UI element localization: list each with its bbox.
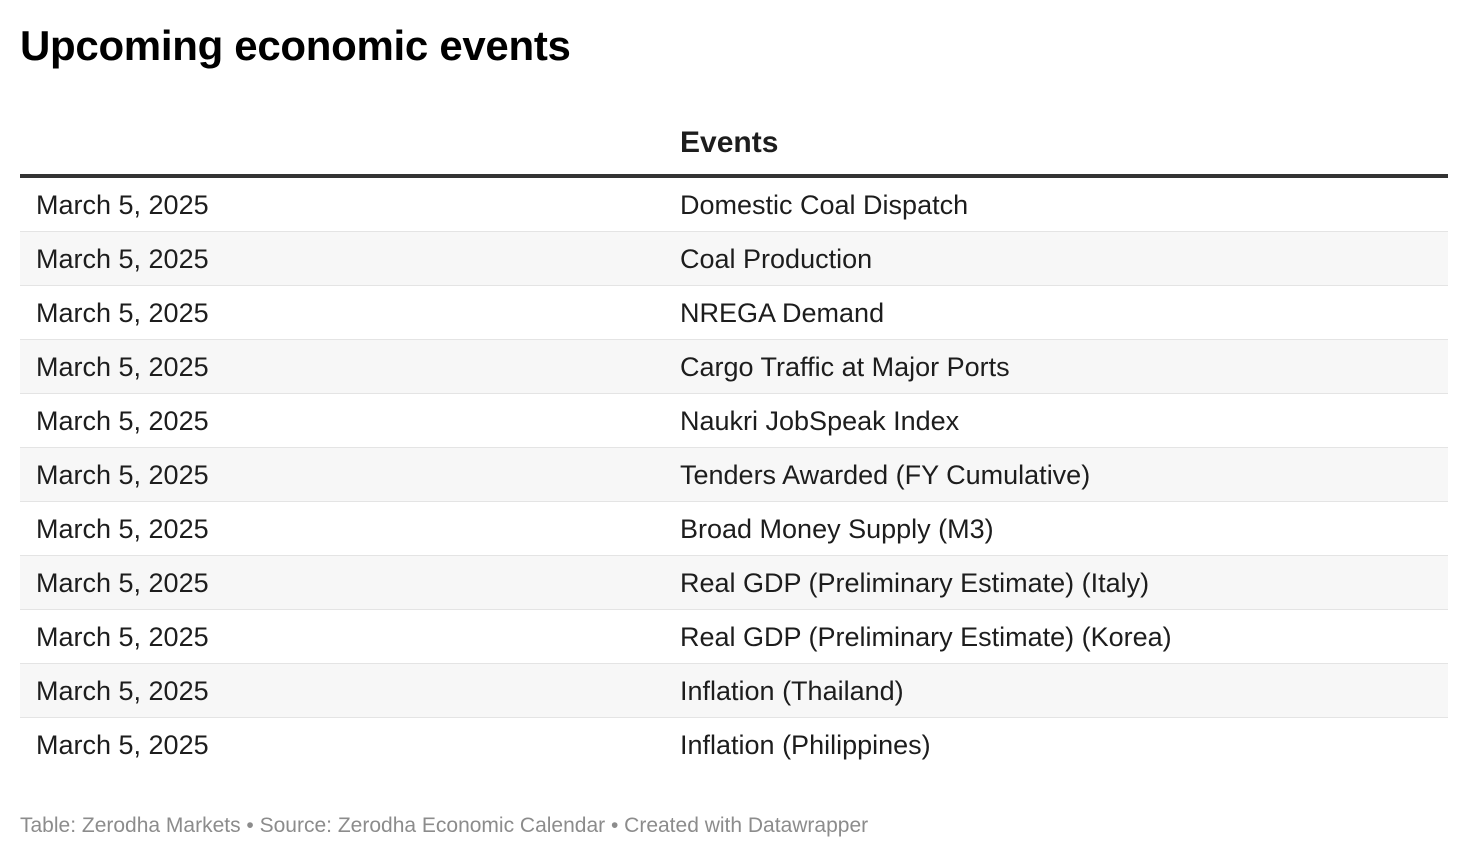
cell-event: NREGA Demand [680, 298, 885, 328]
cell-date: March 5, 2025 [36, 190, 209, 220]
column-header-events: Events [680, 126, 779, 159]
events-table: Events March 5, 2025 Domestic Coal Dispat… [20, 108, 1448, 772]
cell-event: Naukri JobSpeak Index [680, 406, 960, 436]
table-row: March 5, 2025 Coal Production [20, 232, 1448, 286]
cell-event: Broad Money Supply (M3) [680, 514, 994, 544]
chart-title: Upcoming economic events [20, 22, 571, 69]
table-row: March 5, 2025 Cargo Traffic at Major Port… [20, 340, 1448, 394]
cell-date: March 5, 2025 [36, 298, 209, 328]
table-row: March 5, 2025 Tenders Awarded (FY Cumulat… [20, 448, 1448, 502]
table-row: March 5, 2025 Real GDP (Preliminary Estim… [20, 556, 1448, 610]
cell-event: Inflation (Thailand) [680, 676, 904, 706]
table-row: March 5, 2025 Broad Money Supply (M3) [20, 502, 1448, 556]
table-row: March 5, 2025 Inflation (Thailand) [20, 664, 1448, 718]
cell-date: March 5, 2025 [36, 622, 209, 652]
table-footer-credits: Table: Zerodha Markets • Source: Zerodha… [20, 814, 869, 837]
table-row: March 5, 2025 Real GDP (Preliminary Estim… [20, 610, 1448, 664]
cell-event: Inflation (Philippines) [680, 730, 931, 760]
table-row: March 5, 2025 Inflation (Philippines) [20, 718, 1448, 772]
table-body: March 5, 2025 Domestic Coal Dispatch March… [20, 178, 1448, 772]
cell-event: Cargo Traffic at Major Ports [680, 352, 1010, 382]
table-row: March 5, 2025 NREGA Demand [20, 286, 1448, 340]
table-row: March 5, 2025 Domestic Coal Dispatch [20, 178, 1448, 232]
cell-event: Tenders Awarded (FY Cumulative) [680, 460, 1091, 490]
cell-date: March 5, 2025 [36, 244, 209, 274]
cell-event: Domestic Coal Dispatch [680, 190, 969, 220]
cell-date: March 5, 2025 [36, 514, 209, 544]
cell-date: March 5, 2025 [36, 460, 209, 490]
cell-event: Coal Production [680, 244, 873, 274]
cell-date: March 5, 2025 [36, 352, 209, 382]
table-row: March 5, 2025 Naukri JobSpeak Index [20, 394, 1448, 448]
cell-date: March 5, 2025 [36, 568, 209, 598]
table-header-row: Events [20, 108, 1448, 178]
cell-event: Real GDP (Preliminary Estimate) (Italy) [680, 568, 1150, 598]
cell-date: March 5, 2025 [36, 676, 209, 706]
cell-event: Real GDP (Preliminary Estimate) (Korea) [680, 622, 1172, 652]
cell-date: March 5, 2025 [36, 406, 209, 436]
cell-date: March 5, 2025 [36, 730, 209, 760]
